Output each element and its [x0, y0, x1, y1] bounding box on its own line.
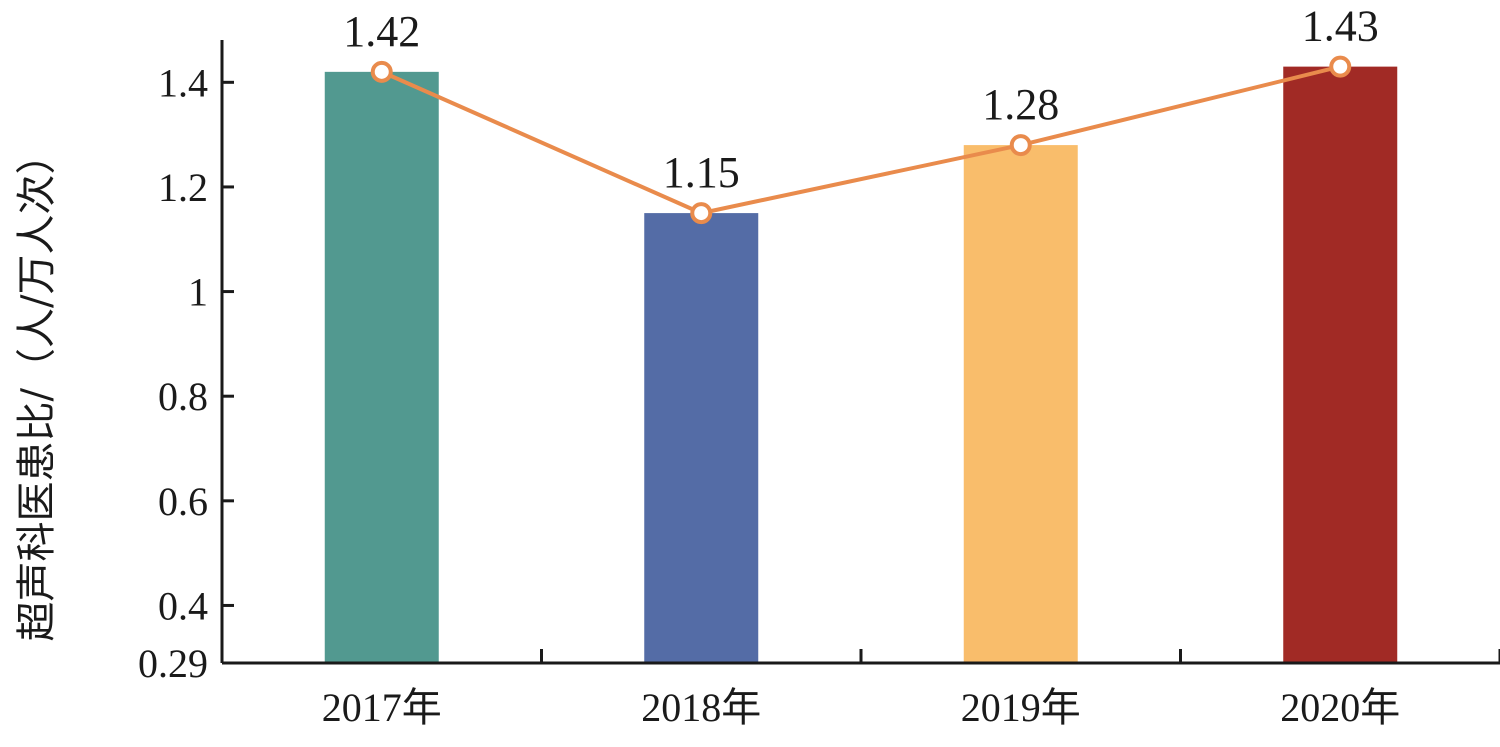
data-label: 1.43 [1302, 2, 1379, 51]
labels: 2017年 2018年 2019年 2020年 1.42 1.15 1.28 1.43 [322, 2, 1401, 730]
y-axis-title-group: 超声科医患比/（人/万人次） [14, 135, 60, 642]
bar-2018年 [644, 213, 759, 663]
data-label: 1.28 [982, 80, 1059, 129]
bar-2017年 [324, 71, 439, 663]
bars [324, 66, 1398, 664]
line-marker-2017年 [370, 60, 393, 83]
y-tick-label: 0.8 [158, 374, 208, 419]
bar-2020年 [1283, 66, 1398, 664]
y-tick-label: 1.4 [158, 60, 208, 105]
line-marker-2018年 [690, 202, 713, 225]
y-tick-label: 0.29 [138, 641, 208, 686]
x-tick-label: 2017年 [322, 685, 442, 730]
data-label: 1.42 [343, 7, 420, 56]
x-tick-label: 2018年 [641, 685, 761, 730]
line-marker-2019年 [1009, 134, 1032, 157]
y-tick-label: 1 [188, 270, 208, 315]
y-tick-label: 1.2 [158, 165, 208, 210]
y-tick-label: 0.4 [158, 583, 208, 628]
bar-2019年 [963, 145, 1078, 663]
axes: 0.29 0.4 0.6 0.8 1 1.2 1.4 [138, 40, 1500, 686]
x-tick-label: 2020年 [1280, 685, 1400, 730]
trend-line [380, 64, 1341, 216]
y-axis-title: 超声科医患比/（人/万人次） [14, 135, 60, 642]
trend-line-group [370, 55, 1352, 225]
data-label: 1.15 [663, 148, 740, 197]
x-tick-label: 2019年 [961, 685, 1081, 730]
line-marker-2020年 [1329, 55, 1352, 78]
y-tick-label: 0.6 [158, 479, 208, 524]
